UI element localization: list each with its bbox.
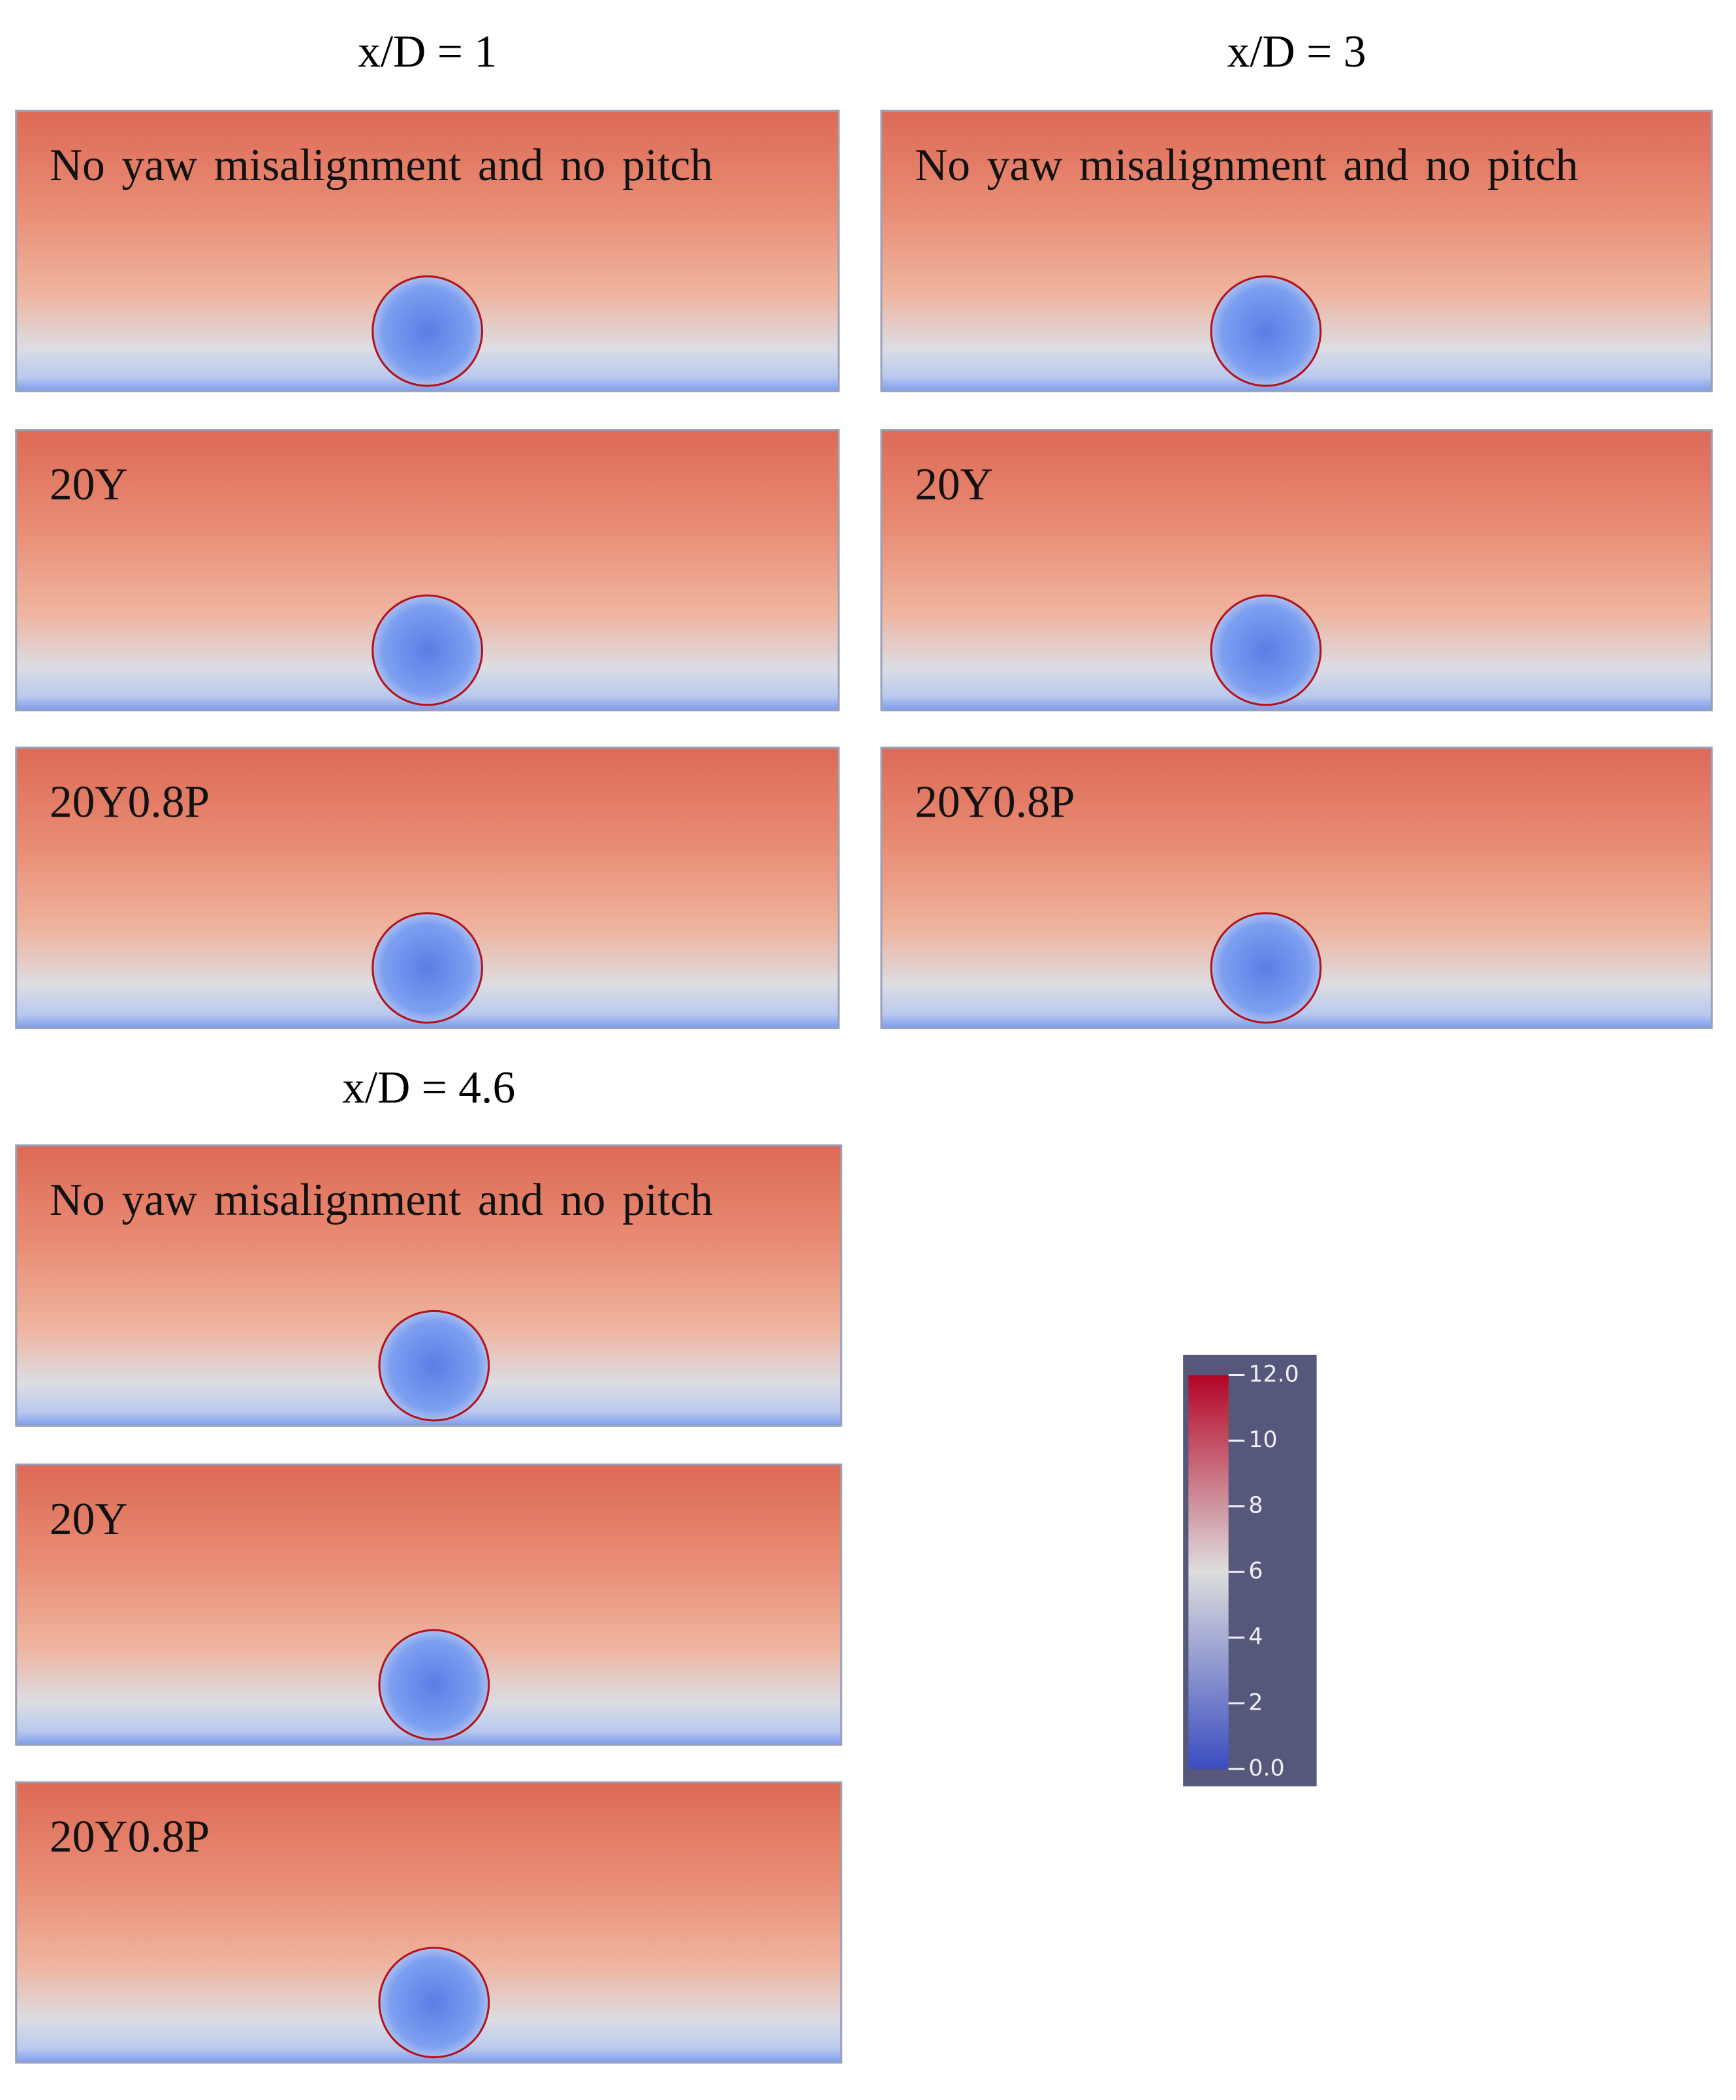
panel-label: 20Y0.8P — [49, 1813, 210, 1862]
wake-region — [1210, 275, 1322, 387]
colorbar — [1188, 1375, 1229, 1769]
panel-label-box: 20Y — [49, 1495, 128, 1545]
panel-label-box: 20Y — [49, 460, 128, 510]
panel-label-box: 20Y0.8P — [49, 1813, 210, 1862]
panel-label-box: No yaw misalignment and no pitch — [49, 141, 714, 191]
contour-field — [15, 1144, 843, 1427]
panel-label-box: No yaw misalignment and no pitch — [915, 141, 1579, 191]
panel-label: No yaw misalignment and no pitch — [49, 1176, 714, 1226]
panel-label: No yaw misalignment and no pitch — [915, 141, 1579, 191]
colorbar-tick-label: 10 — [1248, 1427, 1277, 1453]
wake-region — [371, 275, 483, 387]
wake-region — [378, 1309, 490, 1422]
panel-group-title: x/D = 1 — [358, 27, 497, 77]
colorbar-tick-label: 6 — [1248, 1558, 1263, 1584]
panel-label: 20Y0.8P — [49, 778, 210, 828]
panel-label: No yaw misalignment and no pitch — [49, 141, 714, 191]
panel-label: 20Y — [915, 460, 993, 510]
colorbar-tick-label: 4 — [1248, 1624, 1263, 1650]
panel-label: 20Y — [49, 460, 128, 510]
wake-region — [371, 594, 483, 706]
panel-label-box: No yaw misalignment and no pitch — [49, 1176, 714, 1226]
colorbar-tick-label: 8 — [1248, 1493, 1263, 1519]
panel-label: 20Y — [49, 1495, 128, 1545]
wake-region — [371, 912, 483, 1024]
panel-label: 20Y0.8P — [915, 778, 1075, 828]
wake-region — [378, 1947, 490, 2059]
wake-region — [1210, 912, 1322, 1024]
panel-label-box: 20Y0.8P — [49, 778, 210, 828]
panel-label-box: 20Y0.8P — [915, 778, 1075, 828]
wake-region — [1210, 594, 1322, 706]
panel-label-box: 20Y — [915, 460, 993, 510]
panel-group-title: x/D = 4.6 — [342, 1063, 515, 1113]
panel-group-title: x/D = 3 — [1227, 27, 1366, 77]
colorbar-tick-label: 2 — [1248, 1689, 1263, 1716]
wake-region — [378, 1629, 490, 1741]
colorbar-tick-label: 0.0 — [1248, 1755, 1284, 1781]
colorbar-tick-label: 12.0 — [1248, 1361, 1299, 1387]
